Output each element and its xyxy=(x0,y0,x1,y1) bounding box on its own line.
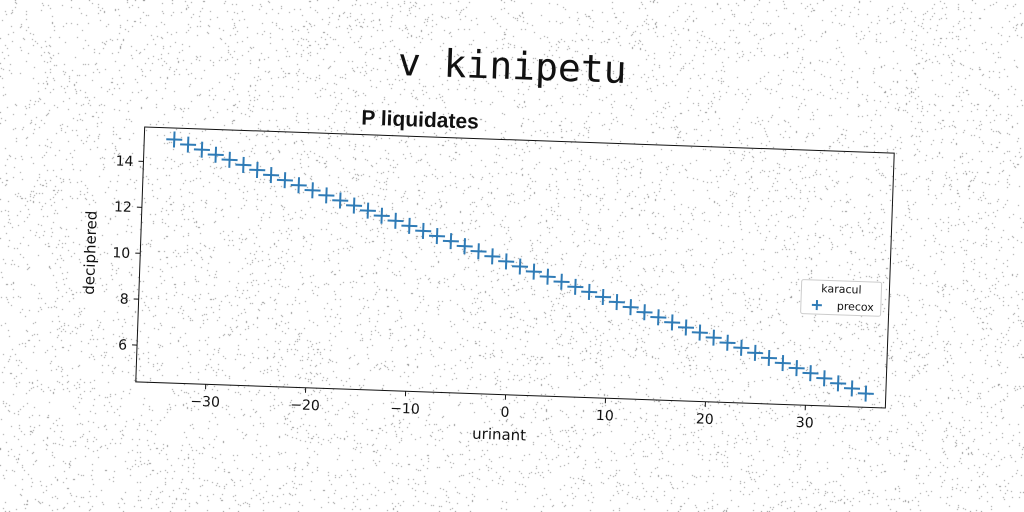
data-point xyxy=(747,344,764,361)
data-point xyxy=(442,233,459,250)
y-axis-label: deciphered xyxy=(80,210,101,295)
data-point xyxy=(802,365,819,382)
data-point xyxy=(525,263,542,280)
data-point xyxy=(456,238,473,255)
plot-group: P liquidates −30 −20 −10 0 10 20 30 6 8 10 12 14 u… xyxy=(80,107,895,445)
data-point xyxy=(719,334,736,351)
data-point xyxy=(843,380,861,397)
data-point xyxy=(691,324,708,341)
data-point xyxy=(498,253,515,270)
data-point xyxy=(705,329,722,346)
data-point xyxy=(470,243,487,260)
x-tick-label: 20 xyxy=(696,411,714,428)
x-tick-label: 10 xyxy=(596,408,614,425)
series-precox-markers xyxy=(166,131,874,402)
data-point xyxy=(373,207,390,224)
legend-title: karacul xyxy=(821,282,862,296)
data-point xyxy=(193,141,210,158)
data-point xyxy=(249,161,266,179)
legend-marker-icon xyxy=(811,300,822,311)
data-point xyxy=(304,182,321,199)
x-tick-label: 0 xyxy=(500,405,509,421)
y-tick-label: 10 xyxy=(112,245,130,262)
data-point xyxy=(180,136,197,153)
legend: karacul precox xyxy=(800,279,883,317)
legend-marker-precox xyxy=(811,300,822,311)
chart-title: P liquidates xyxy=(361,107,479,134)
y-tick-label: 14 xyxy=(115,153,133,170)
data-point xyxy=(263,167,280,184)
plot-frame xyxy=(135,126,895,409)
x-tick-label: −20 xyxy=(290,397,320,414)
data-point xyxy=(401,217,418,234)
data-point xyxy=(581,283,598,300)
data-point xyxy=(221,151,238,168)
data-point xyxy=(622,299,639,316)
legend-box xyxy=(800,279,883,317)
data-point xyxy=(608,294,625,311)
data-point xyxy=(512,258,529,275)
data-point xyxy=(567,278,584,295)
data-point xyxy=(332,192,349,209)
data-point xyxy=(318,187,335,204)
y-tick-label: 8 xyxy=(119,292,128,308)
data-point xyxy=(484,248,501,265)
data-point xyxy=(733,339,750,356)
data-point xyxy=(276,172,293,189)
data-point xyxy=(816,370,833,387)
y-tick-label: 12 xyxy=(114,199,132,216)
x-tick-label: −30 xyxy=(190,394,220,411)
y-tick-label: 6 xyxy=(118,337,128,353)
data-point xyxy=(650,309,667,326)
data-point xyxy=(207,146,224,163)
x-axis-ticks: −30 −20 −10 0 10 20 30 xyxy=(190,384,814,432)
y-axis-ticks: 6 8 10 12 14 xyxy=(112,153,144,354)
x-axis-label: urinant xyxy=(472,425,527,445)
data-point xyxy=(774,355,791,372)
data-point xyxy=(415,222,432,239)
x-tick-label: −10 xyxy=(390,401,420,418)
x-tick-label: 30 xyxy=(796,415,814,432)
data-point xyxy=(664,314,681,331)
data-point xyxy=(553,273,570,290)
data-point xyxy=(677,319,695,336)
data-point xyxy=(857,385,874,402)
data-point xyxy=(636,304,653,321)
data-point xyxy=(346,197,363,214)
data-point xyxy=(359,202,376,219)
data-point xyxy=(594,288,612,306)
data-point xyxy=(290,177,307,194)
data-point xyxy=(387,212,404,229)
data-point xyxy=(760,349,778,367)
data-point xyxy=(830,375,847,392)
data-point xyxy=(539,268,556,285)
data-point xyxy=(235,156,252,173)
data-point xyxy=(429,228,446,245)
legend-label-precox: precox xyxy=(837,300,875,314)
data-point xyxy=(788,360,805,377)
data-point xyxy=(166,131,183,148)
